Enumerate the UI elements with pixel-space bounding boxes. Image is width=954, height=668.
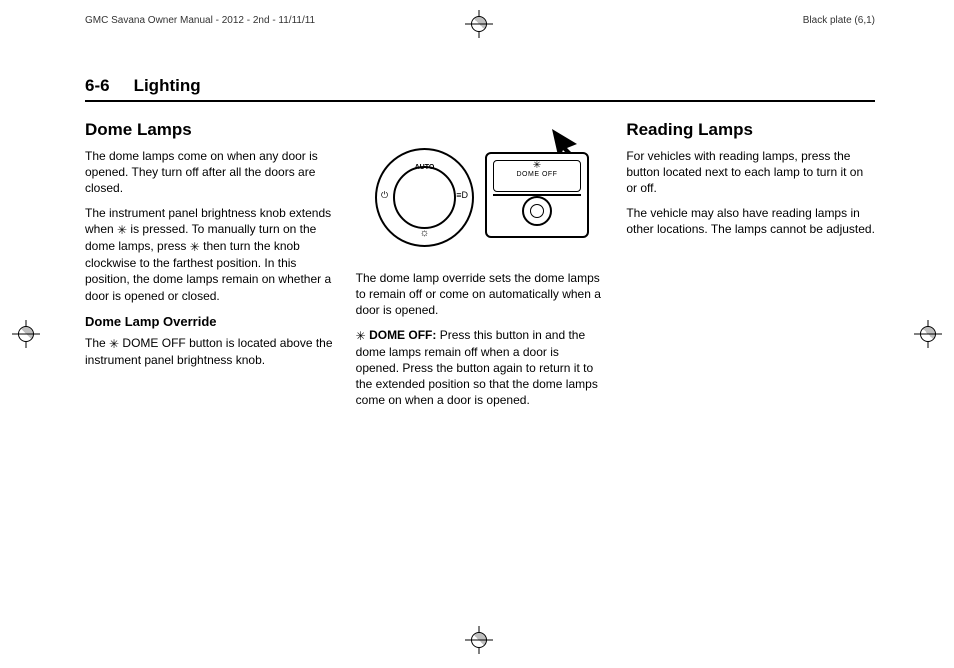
dome-lamps-p2: The instrument panel brightness knob ext… — [85, 205, 334, 304]
brightness-icon: ✳ — [117, 222, 127, 238]
dome-off-label: DOME OFF: — [369, 328, 436, 342]
column-2: AUTO ⏻ ≡D ☼ ✳ DOME OFF The dome lamp ove… — [356, 120, 605, 417]
dome-lamps-heading: Dome Lamps — [85, 120, 334, 140]
dial-off-icon: ⏻ — [381, 190, 388, 201]
dome-off-button: ✳ DOME OFF — [493, 160, 581, 192]
dome-lamp-override-p1: The ✳ DOME OFF button is located above t… — [85, 335, 334, 368]
manual-title: GMC Savana Owner Manual - 2012 - 2nd - 1… — [85, 15, 315, 26]
dome-lamp-override-heading: Dome Lamp Override — [85, 314, 334, 329]
column-1: Dome Lamps The dome lamps come on when a… — [85, 120, 334, 417]
dome-lamps-p1: The dome lamps come on when any door is … — [85, 148, 334, 197]
dome-lamp-figure: AUTO ⏻ ≡D ☼ ✳ DOME OFF — [365, 126, 595, 256]
dome-off-icon: ✳ — [356, 328, 366, 344]
column-3: Reading Lamps For vehicles with reading … — [626, 120, 875, 417]
reading-lamps-p2: The vehicle may also have reading lamps … — [626, 205, 875, 237]
reading-lamps-p1: For vehicles with reading lamps, press t… — [626, 148, 875, 197]
brightness-icon: ✳ — [190, 239, 200, 255]
print-header: GMC Savana Owner Manual - 2012 - 2nd - 1… — [85, 15, 875, 26]
section-title: Lighting — [134, 76, 201, 96]
section-header: 6-6 Lighting — [85, 76, 875, 102]
headlamp-dial: AUTO ⏻ ≡D ☼ — [375, 148, 474, 247]
section-number: 6-6 — [85, 76, 110, 96]
registration-mark-bottom — [465, 626, 493, 654]
page-content: GMC Savana Owner Manual - 2012 - 2nd - 1… — [85, 15, 875, 417]
dial-auto-label: AUTO — [377, 164, 472, 171]
dial-headlamp-icon: ≡D — [456, 190, 468, 200]
dome-off-panel: ✳ DOME OFF — [485, 152, 589, 238]
dome-off-icon: ✳ — [109, 336, 119, 352]
override-description: The dome lamp override sets the dome lam… — [356, 270, 605, 319]
dome-off-symbol-icon: ✳ — [494, 161, 580, 171]
brightness-knob — [522, 196, 552, 226]
dial-brightness-icon: ☼ — [419, 227, 429, 239]
dome-off-instructions: ✳ DOME OFF: Press this button in and the… — [356, 327, 605, 409]
reading-lamps-heading: Reading Lamps — [626, 120, 875, 140]
plate-info: Black plate (6,1) — [803, 15, 875, 26]
dome-off-text: DOME OFF — [494, 171, 580, 178]
registration-mark-right — [914, 320, 942, 348]
registration-mark-left — [12, 320, 40, 348]
